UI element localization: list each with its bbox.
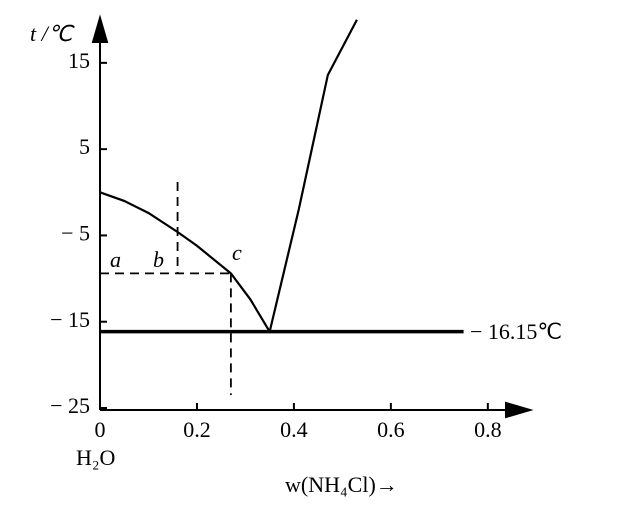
annotation: a	[110, 247, 121, 272]
x-tick-label: 0.2	[183, 417, 211, 442]
y-tick-label: − 25	[50, 393, 90, 418]
x-tick-label: 0.4	[280, 417, 308, 442]
annotation: b	[153, 247, 164, 272]
y-axis-label: t /℃	[30, 21, 75, 46]
curve	[99, 191, 271, 333]
y-tick-label: − 5	[61, 220, 90, 245]
y-tick-label: 15	[68, 48, 90, 73]
y-tick-label: − 15	[50, 307, 90, 332]
x-origin-label: H₂O	[76, 445, 115, 470]
annotation: c	[232, 240, 242, 265]
x-axis-label: w(NH₄Cl)→	[285, 472, 398, 497]
x-tick-label: 0.6	[377, 417, 405, 442]
curve	[268, 19, 358, 332]
annotation: − 16.15℃	[470, 319, 562, 344]
axes	[91, 14, 534, 419]
x-tick-label: 0.8	[474, 417, 502, 442]
x-tick-label: 0	[95, 417, 106, 442]
y-tick-label: 5	[79, 134, 90, 159]
